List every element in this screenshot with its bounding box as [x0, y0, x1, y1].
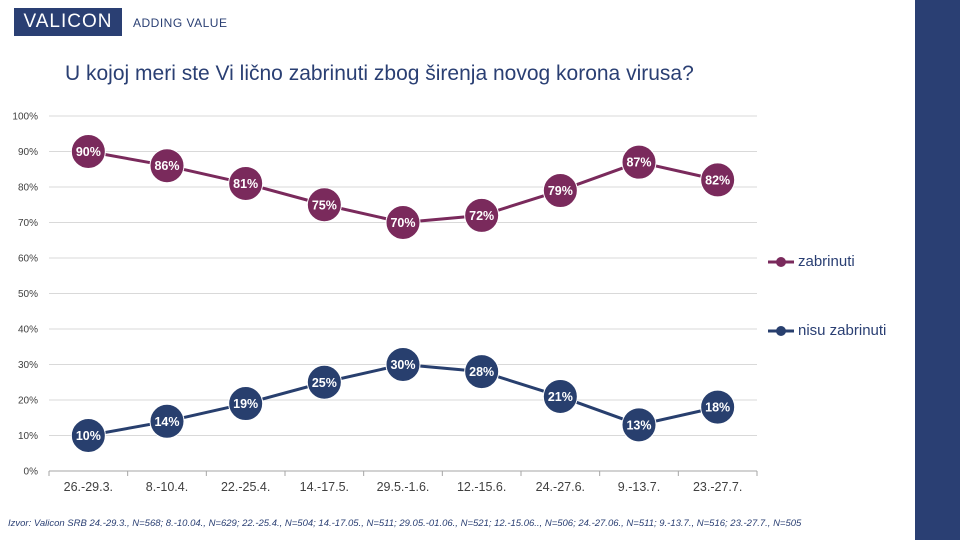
- legend-item-zabrinuti: zabrinuti: [768, 253, 855, 270]
- data-label: 25%: [312, 376, 337, 390]
- data-point: [385, 205, 421, 240]
- line-chart: 0% 10% 20% 30% 40% 50% 60% 70% 80% 90% 100% 26.-29.…: [12, 112, 758, 494]
- y-tick-label: 50%: [18, 289, 38, 300]
- x-tick-label: 12.-15.6.: [457, 480, 506, 494]
- data-label: 21%: [548, 390, 573, 404]
- x-tick-label: 26.-29.3.: [64, 480, 113, 494]
- data-label: 18%: [705, 401, 730, 415]
- data-point: [621, 144, 657, 180]
- data-point: [464, 197, 500, 233]
- x-tick-label: 14.-17.5.: [300, 480, 349, 494]
- data-label: 87%: [626, 156, 651, 170]
- logo-tagline: ADDING VALUE: [133, 16, 228, 30]
- legend-marker-zabrinuti: [768, 256, 794, 267]
- data-point: [700, 389, 736, 425]
- y-tick-label: 40%: [18, 325, 38, 336]
- y-tick-label: 60%: [18, 254, 38, 265]
- y-tick-label: 20%: [18, 396, 38, 407]
- y-tick-label: 70%: [18, 218, 38, 229]
- data-label: 14%: [154, 415, 179, 429]
- y-tick-label: 80%: [18, 183, 38, 194]
- source-note: Izvor: Valicon SRB 24.-29.3., N=568; 8.-…: [8, 518, 802, 529]
- x-tick-label: 23.-27.7.: [693, 480, 742, 494]
- right-brand-band: [915, 0, 960, 540]
- data-point: [228, 386, 264, 422]
- data-point: [228, 165, 264, 201]
- data-point: [70, 418, 106, 453]
- data-point: [149, 148, 185, 184]
- data-label: 79%: [548, 184, 573, 198]
- data-point: [621, 407, 657, 443]
- data-label: 70%: [390, 216, 415, 230]
- y-tick-label: 100%: [12, 112, 38, 123]
- y-tick-label: 90%: [18, 147, 38, 158]
- data-label: 75%: [312, 198, 337, 212]
- data-label: 28%: [469, 365, 494, 379]
- data-label: 13%: [626, 418, 651, 432]
- x-tick-label: 8.-10.4.: [146, 480, 188, 494]
- data-label: 72%: [469, 209, 494, 223]
- data-point: [542, 173, 578, 209]
- x-tick-label: 22.-25.4.: [221, 480, 270, 494]
- y-tick-label: 10%: [18, 431, 38, 442]
- x-tick-label: 24.-27.6.: [536, 480, 585, 494]
- data-label: 86%: [154, 159, 179, 173]
- chart-title: U kojoj meri ste Vi lično zabrinuti zbog…: [65, 62, 694, 85]
- y-tick-label: 0%: [24, 467, 39, 478]
- data-point: [700, 162, 736, 198]
- legend-marker-nisu-zabrinuti: [768, 325, 794, 336]
- data-label: 30%: [390, 358, 415, 372]
- legend-item-nisu-zabrinuti: nisu zabrinuti: [768, 322, 886, 339]
- data-point: [149, 403, 185, 439]
- data-point: [70, 134, 106, 169]
- legend-label-nisu-zabrinuti: nisu zabrinuti: [798, 322, 887, 339]
- data-point: [542, 378, 578, 414]
- y-tick-label: 30%: [18, 360, 38, 371]
- x-tick-label: 29.5.-1.6.: [377, 480, 430, 494]
- data-point: [464, 354, 500, 390]
- valicon-logo: VALICON: [14, 8, 122, 36]
- data-label: 10%: [76, 429, 101, 443]
- data-label: 82%: [705, 173, 730, 187]
- data-label: 90%: [76, 145, 101, 159]
- data-label: 19%: [233, 397, 258, 411]
- data-label: 81%: [233, 177, 258, 191]
- data-point: [385, 347, 421, 382]
- x-tick-label: 9.-13.7.: [618, 480, 660, 494]
- data-point: [306, 364, 342, 400]
- legend-label-zabrinuti: zabrinuti: [798, 253, 855, 270]
- data-point: [306, 187, 342, 223]
